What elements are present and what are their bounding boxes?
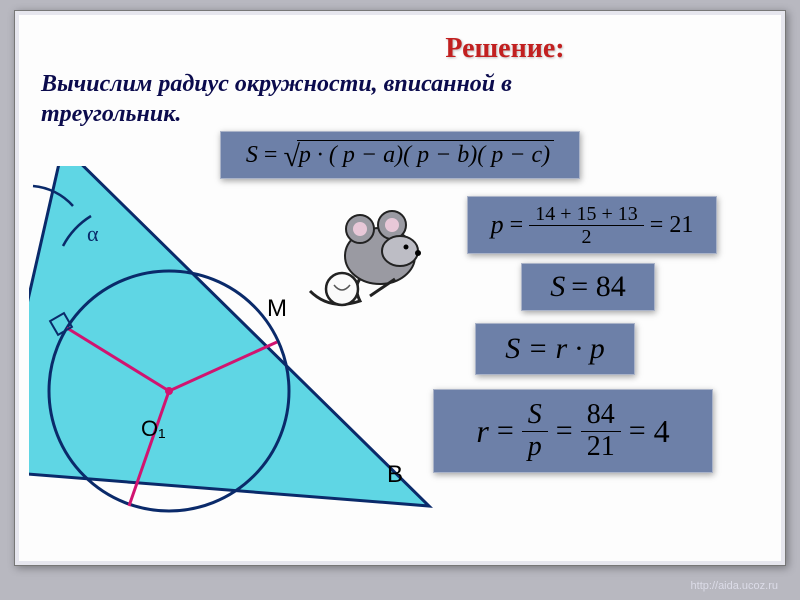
p-eq2: = (650, 212, 664, 239)
r-lhs: r (476, 413, 488, 450)
formula-area-value: S = 84 (521, 263, 655, 311)
r-rhs: 4 (654, 413, 670, 450)
formula-area-rp: S = r · p (475, 323, 635, 375)
mouse-ear-right-inner (385, 218, 399, 232)
footer-url: http://aida.ucoz.ru (691, 580, 778, 592)
mouse-eye (404, 245, 409, 250)
r-f1num: S (522, 400, 548, 432)
label-o1: O₁ (141, 416, 166, 441)
subtitle: Вычислим радиус окружности, вписанной в … (41, 69, 759, 129)
subtitle-line2: треугольник. (41, 101, 181, 127)
p-fraction: 14 + 15 + 13 2 (529, 203, 644, 248)
r-eq1: = (497, 414, 514, 448)
r-f2num: 84 (581, 400, 621, 432)
subtitle-line1: Вычислим радиус окружности, вписанной в (41, 71, 512, 97)
label-alpha: α (87, 221, 99, 246)
formula-inradius: r = S p = 84 21 = 4 (433, 389, 713, 473)
mouse-illustration (300, 201, 440, 321)
p-den: 2 (576, 226, 598, 248)
slide-frame: Решение: Вычислим радиус окружности, впи… (14, 10, 786, 566)
p-eq1: = (510, 212, 524, 239)
s84-lhs: S (550, 270, 565, 304)
label-b: B (387, 461, 403, 488)
r-frac1: S p (522, 400, 548, 463)
mouse-ball (326, 273, 358, 305)
heron-lhs: S (246, 142, 258, 169)
p-lhs: p (491, 210, 504, 240)
s84-rhs: = 84 (571, 270, 625, 304)
mouse-nose (415, 250, 421, 256)
r-frac2: 84 21 (581, 400, 621, 463)
incenter-point (165, 387, 173, 395)
heading-solution: Решение: (15, 33, 785, 65)
formula-semiperimeter: p = 14 + 15 + 13 2 = 21 (467, 196, 717, 254)
label-m: M (267, 295, 287, 322)
r-eq3: = (629, 414, 646, 448)
p-rhs: 21 (669, 212, 693, 239)
r-eq2: = (556, 414, 573, 448)
mouse-ear-left-inner (353, 222, 367, 236)
p-num: 14 + 15 + 13 (529, 203, 644, 226)
heron-eq: = (264, 142, 278, 169)
mouse-head (382, 236, 418, 266)
srp-text: S = r · p (505, 332, 604, 366)
r-f1den: p (522, 432, 548, 463)
r-f2den: 21 (581, 432, 621, 463)
